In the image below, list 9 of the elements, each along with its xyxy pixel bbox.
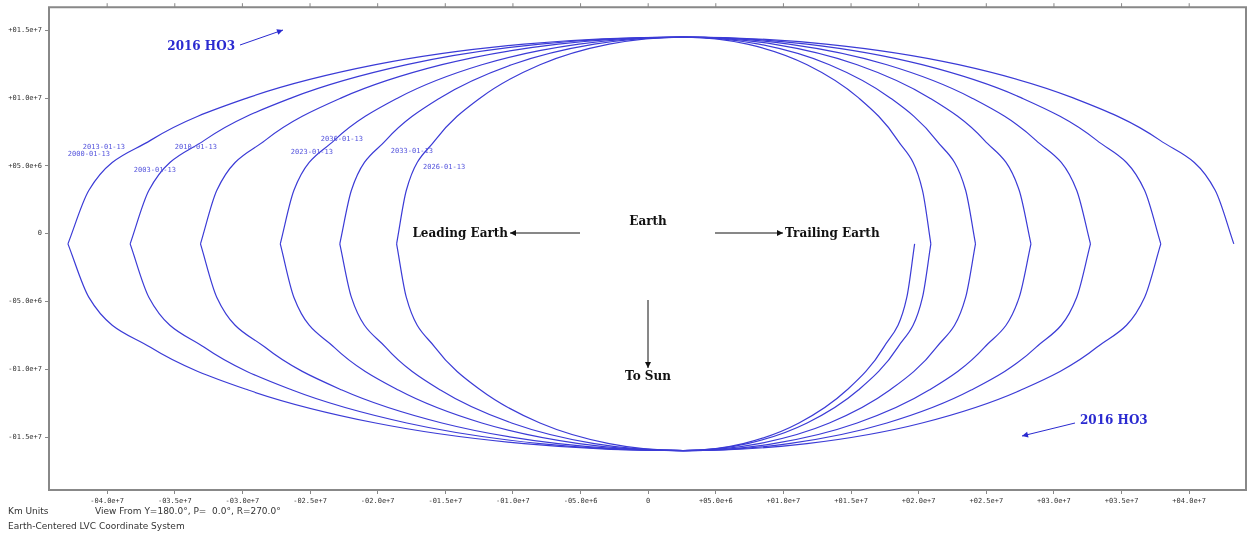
annotation: 2016 HO3	[1080, 413, 1148, 428]
annotation: To Sun	[625, 369, 672, 384]
text: Earth-Centered LVC Coordinate System	[8, 521, 185, 531]
text: View From Y=180.0°, P= 0.0°, R=270.0°	[95, 506, 281, 516]
annotation: 2016 HO3	[167, 39, 235, 54]
annotation: Earth	[629, 214, 668, 229]
text: Km Units	[8, 506, 49, 516]
annotation: Trailing Earth	[785, 226, 880, 241]
annotation: Leading Earth	[412, 226, 509, 241]
